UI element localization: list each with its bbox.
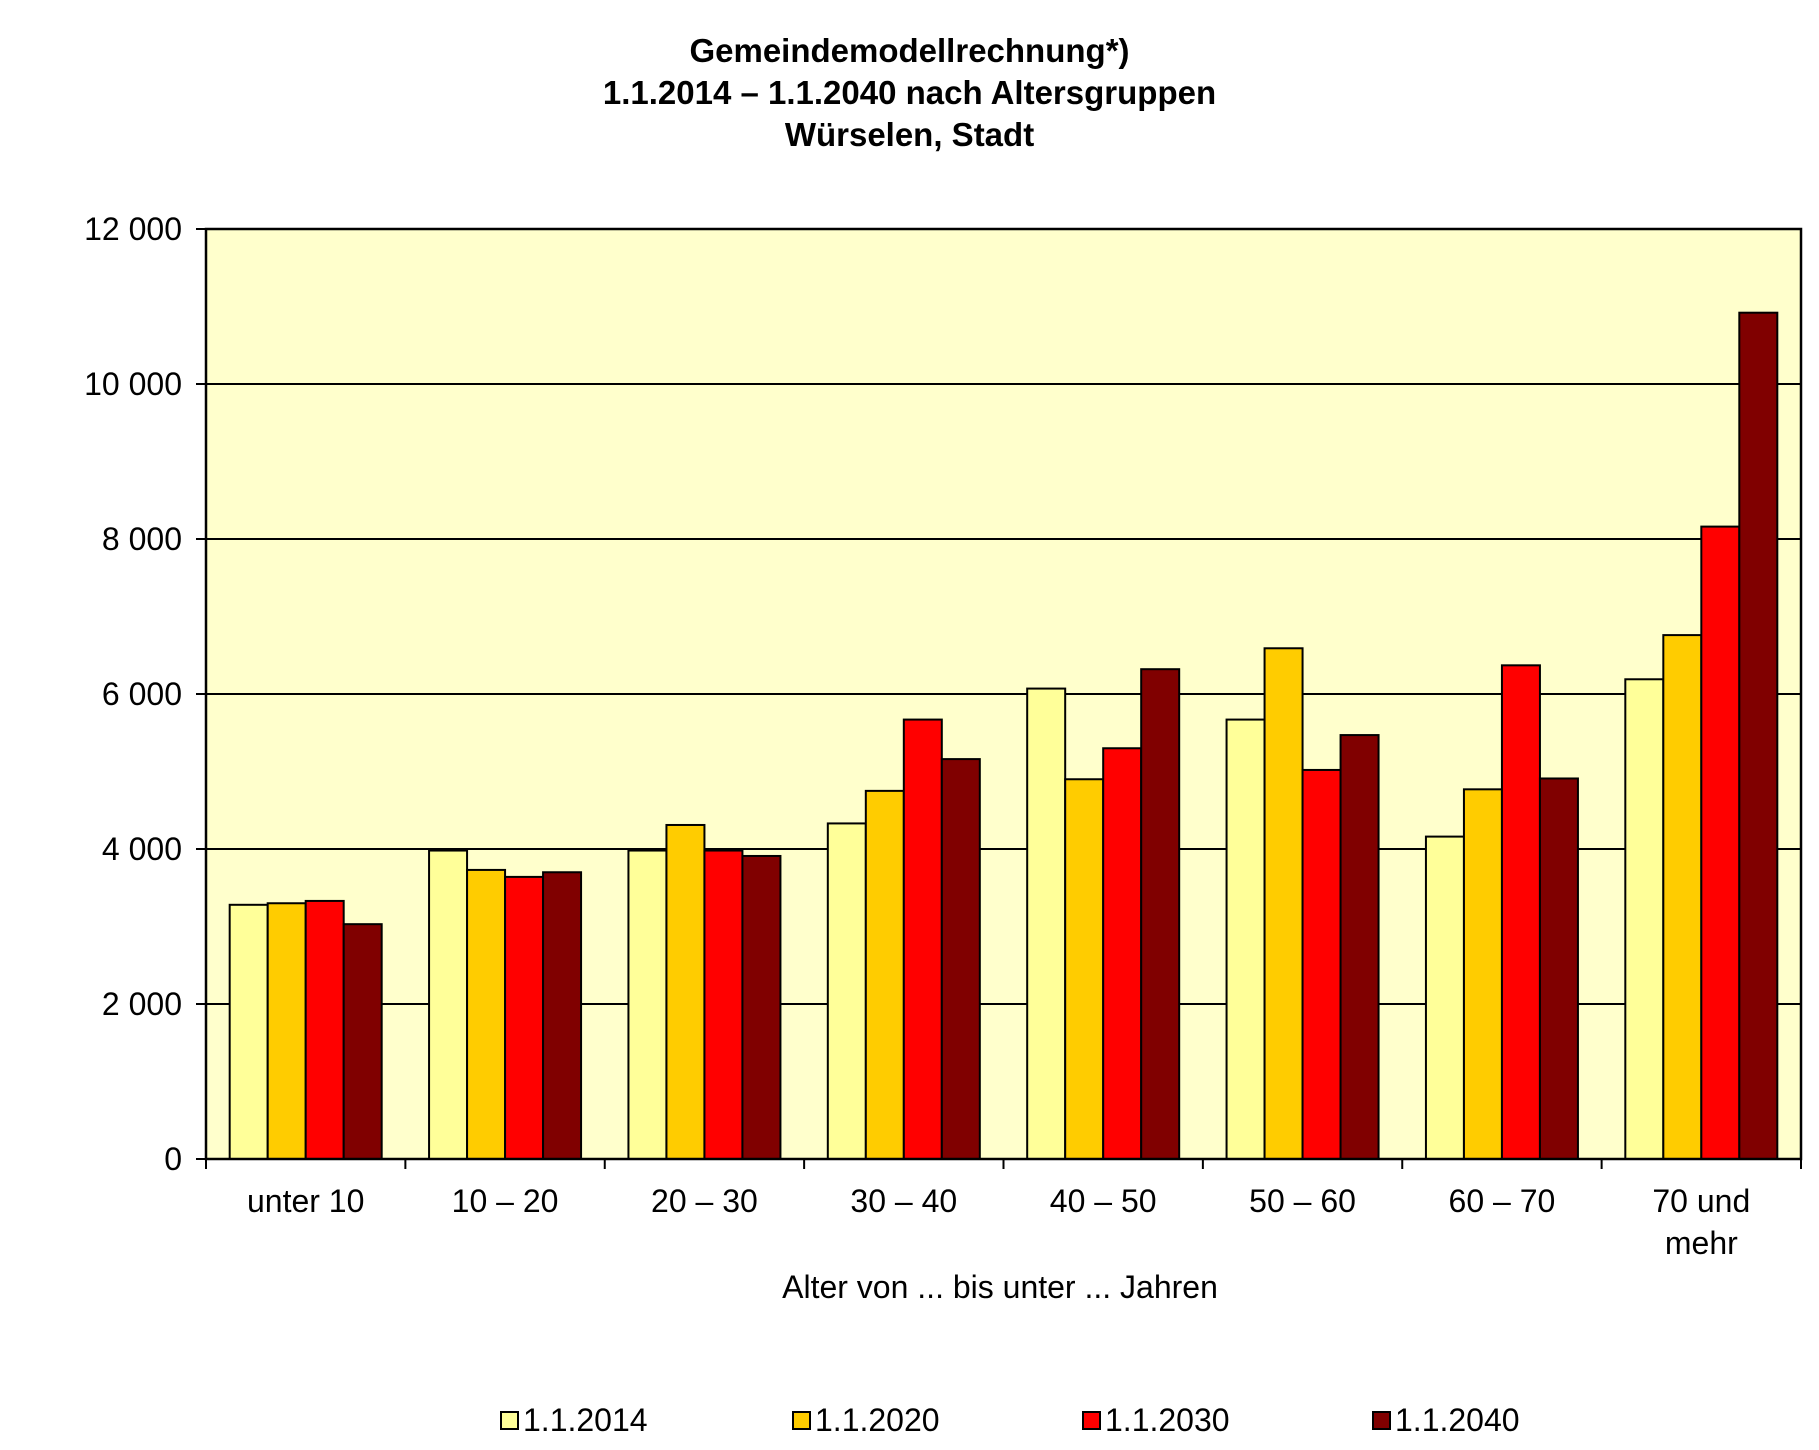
bar <box>1662 634 1703 1160</box>
y-tick-label: 12 000 <box>84 211 182 247</box>
bar <box>1064 778 1105 1160</box>
legend: 1.1.2014 1.1.2020 1.1.2030 1.1.2040 <box>0 1400 1819 1444</box>
bar <box>504 875 545 1161</box>
bar <box>428 849 469 1160</box>
bar <box>864 789 905 1160</box>
bar <box>1140 668 1181 1160</box>
bar <box>342 923 383 1160</box>
bar <box>1738 311 1779 1160</box>
bar <box>940 758 981 1160</box>
bar <box>266 902 307 1160</box>
axes: 0 2 000 4 000 6 000 8 000 10 000 12 000 unter 1… <box>84 211 1803 1261</box>
bar <box>703 849 744 1160</box>
bar <box>228 903 269 1160</box>
legend-swatch <box>1082 1410 1101 1430</box>
y-tick-label: 2 000 <box>102 986 182 1022</box>
legend-item: 1.1.2040 <box>1372 1400 1520 1440</box>
bar <box>1225 718 1266 1160</box>
bar <box>741 854 782 1160</box>
y-tick-label: 0 <box>164 1141 182 1177</box>
bar <box>1538 777 1579 1160</box>
x-category-label: unter 10 <box>247 1183 364 1219</box>
bar <box>466 868 507 1160</box>
x-category-label: 30 – 40 <box>850 1183 957 1219</box>
bar <box>1462 788 1503 1160</box>
legend-item: 1.1.2014 <box>500 1400 648 1440</box>
chart-title-line-2: 1.1.2014 – 1.1.2040 nach Altersgruppen <box>602 74 1217 111</box>
x-category-label: 60 – 70 <box>1449 1183 1556 1219</box>
legend-item: 1.1.2030 <box>1082 1400 1230 1440</box>
bar <box>1700 525 1741 1160</box>
bar <box>1102 747 1143 1160</box>
bars <box>228 311 1779 1161</box>
y-tick-label: 8 000 <box>102 521 182 557</box>
x-category-label: 50 – 60 <box>1249 1183 1356 1219</box>
legend-label: 1.1.2030 <box>1105 1402 1230 1438</box>
plot-border <box>204 227 1803 1161</box>
bar <box>902 718 943 1160</box>
x-category-label: 40 – 50 <box>1050 1183 1157 1219</box>
bar <box>1624 678 1665 1161</box>
bar <box>1500 664 1541 1160</box>
legend-swatch <box>792 1410 811 1430</box>
y-tick-label: 10 000 <box>84 366 182 402</box>
legend-label: 1.1.2020 <box>815 1402 940 1438</box>
bar <box>826 822 867 1160</box>
legend-swatch <box>1372 1410 1391 1430</box>
chart-title-line-3: Würselen, Stadt <box>784 116 1035 153</box>
bar <box>1424 835 1465 1160</box>
y-tick-label: 6 000 <box>102 676 182 712</box>
x-axis-title: Alter von ... bis unter ... Jahren <box>782 1269 1218 1305</box>
bar <box>304 899 345 1160</box>
legend-label: 1.1.2040 <box>1395 1402 1520 1438</box>
bar <box>1026 687 1067 1160</box>
bar <box>665 823 706 1160</box>
chart-title: Gemeindemodellrechnung*) 1.1.2014 – 1.1.… <box>0 30 1819 156</box>
bar <box>1263 647 1304 1161</box>
legend-item: 1.1.2020 <box>792 1400 940 1440</box>
bar-chart: 0 2 000 4 000 6 000 8 000 10 000 12 000 unter 1… <box>84 211 1803 1305</box>
legend-swatch <box>500 1410 519 1430</box>
legend-label: 1.1.2014 <box>523 1402 648 1438</box>
bar <box>542 871 583 1160</box>
chart-title-line-1: Gemeindemodellrechnung*) <box>689 32 1130 69</box>
bar <box>1301 768 1342 1160</box>
bar <box>627 849 668 1160</box>
x-category-label: 10 – 20 <box>452 1183 559 1219</box>
bar <box>1339 734 1380 1160</box>
y-tick-label: 4 000 <box>102 831 182 867</box>
x-category-label: 70 und mehr <box>1652 1183 1750 1261</box>
x-category-label: 20 – 30 <box>651 1183 758 1219</box>
